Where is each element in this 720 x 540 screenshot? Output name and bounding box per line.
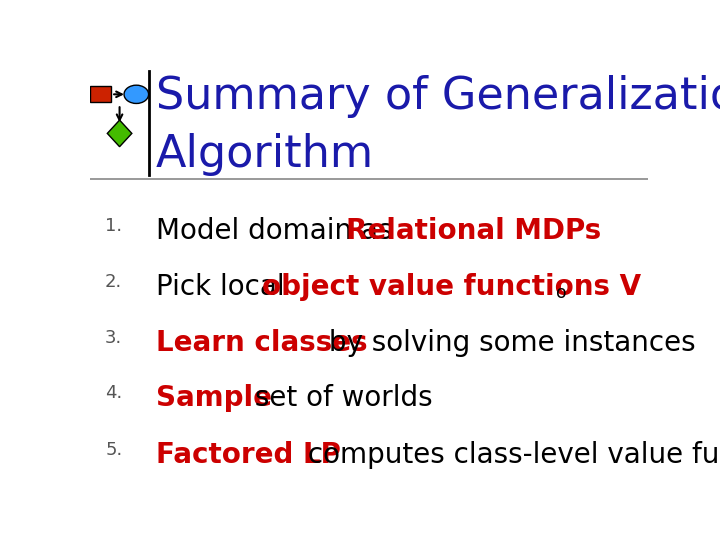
Text: object value functions V: object value functions V xyxy=(262,273,642,301)
Text: 1.: 1. xyxy=(105,217,122,234)
Circle shape xyxy=(124,85,148,104)
Text: Pick local: Pick local xyxy=(156,273,293,301)
Bar xyxy=(90,86,111,102)
Text: 5.: 5. xyxy=(105,441,122,459)
Text: Model domain as: Model domain as xyxy=(156,217,401,245)
Text: o: o xyxy=(557,285,567,302)
Text: Learn classes: Learn classes xyxy=(156,329,367,357)
Text: 2.: 2. xyxy=(105,273,122,291)
Text: Factored LP: Factored LP xyxy=(156,441,341,469)
Text: computes class-level value function: computes class-level value function xyxy=(299,441,720,469)
Text: Relational MDPs: Relational MDPs xyxy=(346,217,601,245)
Text: by solving some instances: by solving some instances xyxy=(320,329,696,357)
Text: Summary of Generalization: Summary of Generalization xyxy=(156,75,720,118)
Text: 4.: 4. xyxy=(105,384,122,402)
Text: Algorithm: Algorithm xyxy=(156,133,374,177)
Text: set of worlds: set of worlds xyxy=(246,384,433,412)
Text: Sample: Sample xyxy=(156,384,272,412)
Polygon shape xyxy=(107,120,132,147)
Text: 3.: 3. xyxy=(105,329,122,347)
